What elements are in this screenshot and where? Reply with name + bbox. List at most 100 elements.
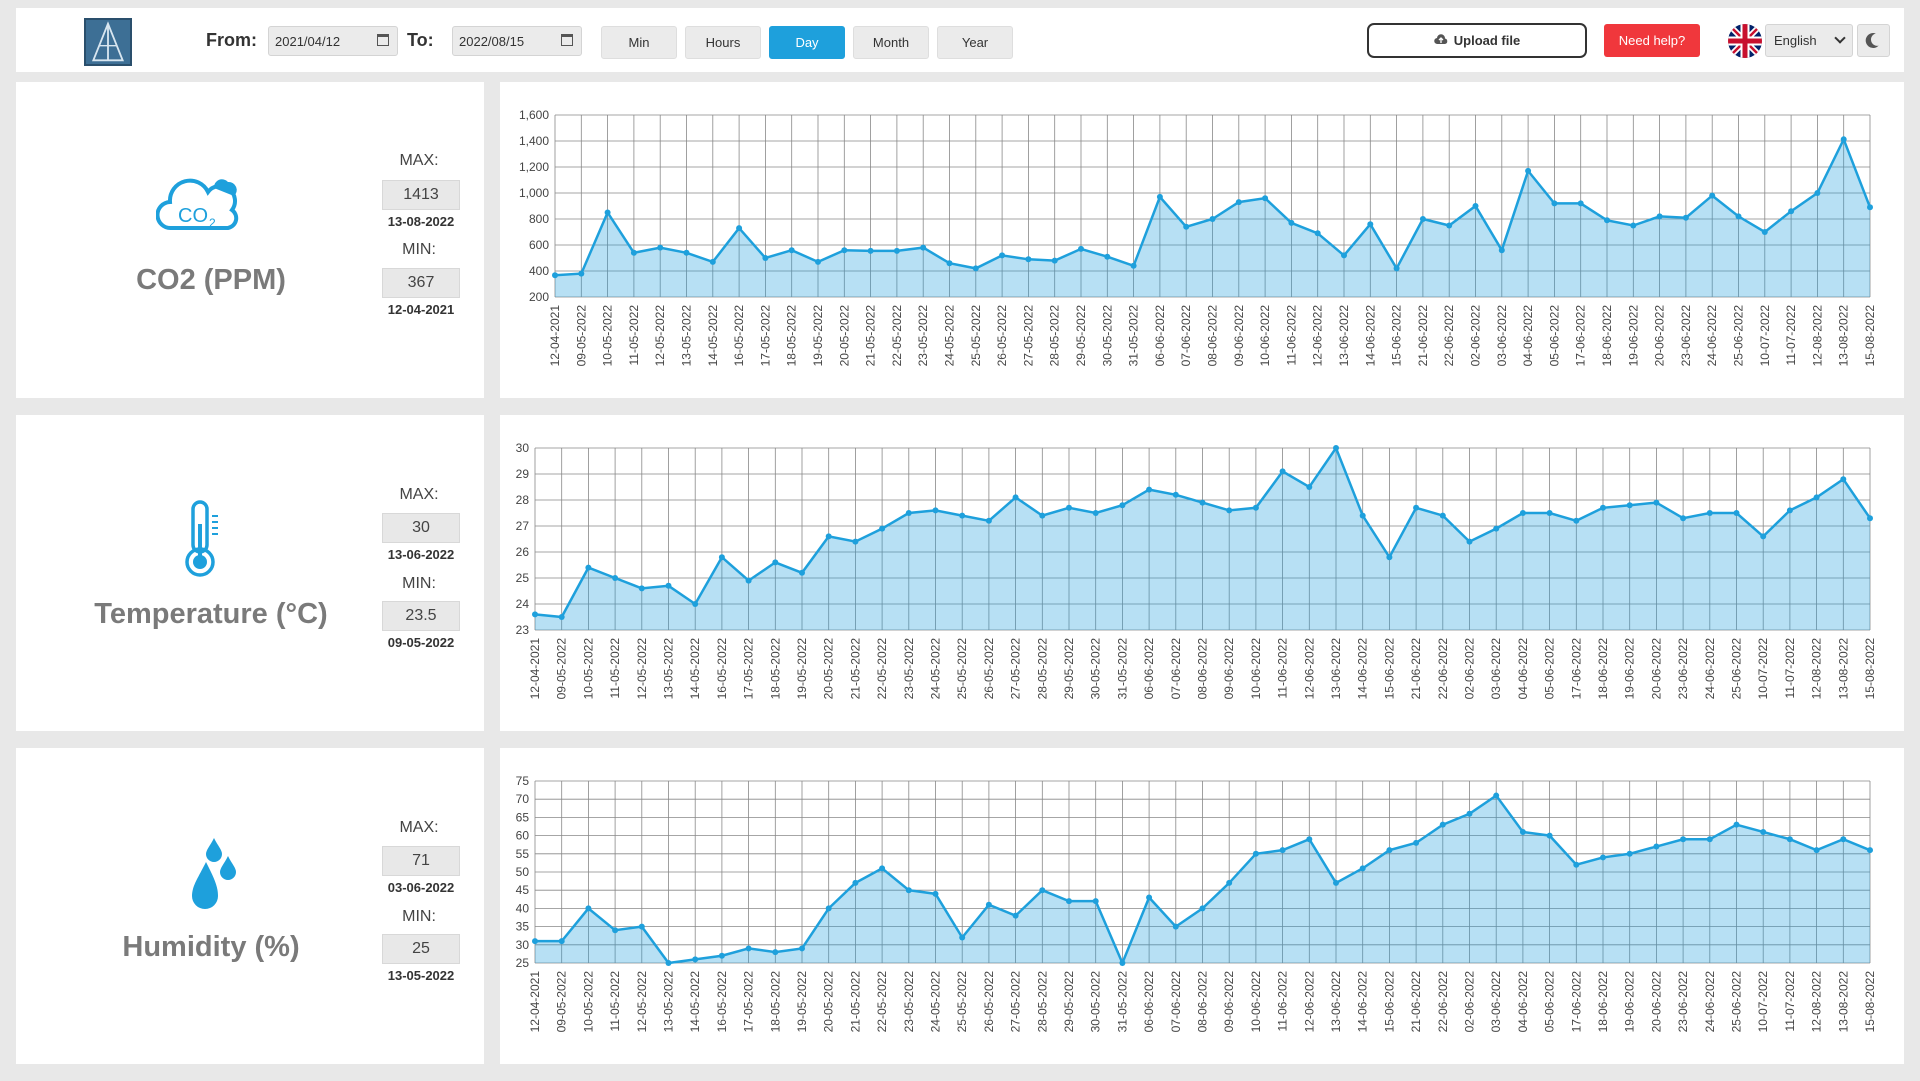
x-tick-label: 05-06-2022	[1543, 971, 1557, 1033]
theme-toggle-button[interactable]	[1857, 24, 1890, 57]
x-tick-label: 09-05-2022	[574, 305, 588, 367]
data-point	[585, 564, 592, 571]
co2-summary-card: CO 2 CO2 (PPM) MAX: 1413 13-08-2022 MIN:…	[16, 82, 484, 398]
data-point	[1025, 256, 1032, 263]
data-point	[558, 614, 565, 620]
x-tick-label: 28-05-2022	[1035, 971, 1049, 1033]
need-help-button[interactable]: Need help?	[1604, 24, 1700, 57]
x-tick-label: 12-06-2022	[1311, 305, 1325, 367]
humidity-max-label: MAX:	[399, 819, 439, 836]
x-tick-label: 31-05-2022	[1127, 305, 1141, 367]
x-tick-label: 03-06-2022	[1489, 971, 1503, 1033]
period-year-button[interactable]: Year	[937, 26, 1013, 59]
x-tick-label: 13-08-2022	[1837, 305, 1851, 367]
x-tick-label: 18-06-2022	[1600, 305, 1614, 367]
x-tick-label: 26-05-2022	[982, 638, 996, 700]
x-tick-label: 13-05-2022	[680, 305, 694, 367]
data-point	[1066, 504, 1072, 511]
humidity-min-date: 13-05-2022	[387, 968, 455, 983]
data-point	[1279, 847, 1286, 854]
period-min-button[interactable]: Min	[601, 26, 677, 59]
to-date-input[interactable]: 2022/08/15	[452, 26, 582, 56]
series-area	[535, 448, 1870, 630]
x-tick-label: 19-05-2022	[795, 971, 809, 1033]
uk-flag-icon[interactable]	[1728, 24, 1762, 58]
cloud-upload-icon	[1434, 25, 1448, 56]
x-tick-label: 17-05-2022	[758, 305, 772, 367]
data-point	[1653, 843, 1660, 850]
data-point	[718, 952, 725, 959]
y-tick-label: 25	[516, 571, 530, 585]
temperature-min-date: 09-05-2022	[387, 635, 455, 650]
data-point	[815, 258, 821, 265]
data-point	[799, 569, 805, 576]
x-tick-label: 02-06-2022	[1469, 305, 1483, 367]
x-tick-label: 08-06-2022	[1196, 638, 1210, 700]
data-point	[999, 252, 1006, 259]
x-tick-label: 13-08-2022	[1836, 638, 1850, 700]
x-tick-label: 23-05-2022	[902, 638, 916, 700]
x-tick-label: 22-05-2022	[875, 971, 889, 1033]
x-tick-label: 10-06-2022	[1249, 638, 1263, 700]
data-point	[1760, 828, 1767, 835]
top-bar: From: 2021/04/12 To: 2022/08/15 Min Hour…	[16, 8, 1904, 72]
data-point	[932, 890, 939, 897]
period-hours-button[interactable]: Hours	[685, 26, 761, 59]
app-logo[interactable]	[84, 18, 132, 66]
x-tick-label: 11-06-2022	[1284, 305, 1298, 366]
data-point	[1653, 499, 1660, 506]
x-tick-label: 31-05-2022	[1115, 971, 1129, 1033]
data-point	[1551, 200, 1558, 207]
x-tick-label: 25-05-2022	[969, 305, 983, 367]
data-point	[1519, 510, 1526, 516]
x-tick-label: 21-05-2022	[864, 305, 878, 367]
data-point	[1498, 247, 1505, 254]
temperature-max-label: MAX:	[399, 486, 439, 503]
from-date-input[interactable]: 2021/04/12	[268, 26, 398, 56]
x-tick-label: 19-05-2022	[795, 638, 809, 700]
x-tick-label: 10-05-2022	[581, 971, 595, 1033]
data-point	[1172, 923, 1179, 930]
period-month-button[interactable]: Month	[853, 26, 929, 59]
calendar-icon[interactable]	[377, 34, 389, 46]
x-tick-label: 29-05-2022	[1062, 638, 1076, 700]
data-point	[630, 249, 637, 256]
data-point	[1760, 533, 1767, 540]
data-point	[1199, 499, 1206, 506]
co2-chart: 200 400 600 800 1,000 1,200 1,400 1,600 12-04-20…	[519, 108, 1877, 367]
data-point	[1262, 195, 1269, 202]
data-point	[825, 533, 832, 540]
upload-file-button[interactable]: Upload file	[1367, 23, 1587, 58]
x-tick-label: 11-05-2022	[608, 971, 622, 1032]
data-point	[692, 956, 699, 963]
y-tick-label: 28	[516, 493, 530, 507]
data-point	[1235, 199, 1242, 206]
thermometer-icon	[156, 500, 246, 580]
period-day-button[interactable]: Day	[769, 26, 845, 59]
calendar-icon[interactable]	[561, 34, 573, 46]
x-tick-label: 12-05-2022	[653, 305, 667, 367]
data-point	[1306, 836, 1313, 843]
y-tick-label: 24	[516, 597, 530, 611]
x-tick-label: 17-05-2022	[742, 971, 756, 1033]
x-tick-label: 11-07-2022	[1783, 971, 1797, 1032]
svg-text:2: 2	[209, 216, 216, 230]
x-tick-label: 24-06-2022	[1705, 305, 1719, 367]
x-tick-label: 13-05-2022	[662, 971, 676, 1033]
x-tick-label: 05-06-2022	[1547, 305, 1561, 367]
data-point	[558, 938, 565, 945]
y-tick-label: 40	[516, 901, 530, 915]
data-point	[1172, 491, 1179, 498]
data-point	[1466, 538, 1473, 545]
x-tick-label: 19-06-2022	[1623, 971, 1637, 1033]
data-point	[905, 887, 912, 894]
x-tick-label: 25-05-2022	[955, 638, 969, 700]
x-tick-label: 11-05-2022	[627, 305, 641, 366]
x-tick-label: 30-05-2022	[1089, 638, 1103, 700]
data-point	[1600, 854, 1606, 861]
data-point	[985, 901, 992, 908]
language-select[interactable]: English	[1765, 24, 1853, 57]
x-tick-label: 12-08-2022	[1810, 305, 1824, 367]
temperature-title: Temperature (°C)	[94, 598, 328, 630]
x-tick-label: 25-06-2022	[1730, 638, 1744, 700]
